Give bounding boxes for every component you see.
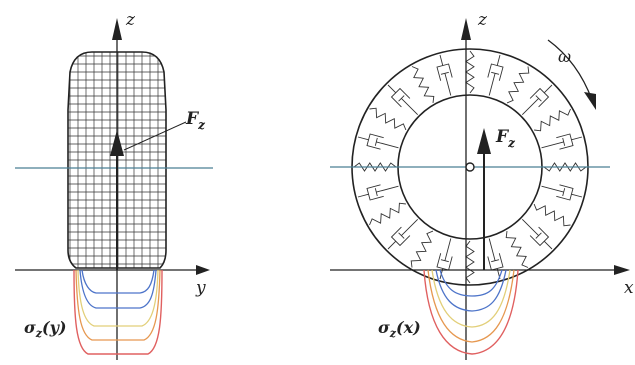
right-force-arrow-icon — [477, 128, 491, 154]
spring-element-icon — [506, 66, 530, 104]
spring-element-icon — [505, 231, 529, 268]
right-z-axis-arrow-icon — [461, 18, 471, 40]
damper-element-icon — [357, 133, 399, 150]
left-stress-curve-red — [73, 269, 163, 355]
damper-element-icon — [487, 238, 504, 280]
left-force-label: Fz — [185, 109, 206, 132]
wheel-hub-icon — [465, 162, 475, 172]
damper-element-icon — [541, 133, 583, 150]
right-panel: z x ω Fz σz(x) — [330, 10, 634, 360]
left-force-arrow-icon — [110, 130, 124, 156]
damper-element-icon — [521, 218, 553, 250]
left-stress-curve-yellow — [77, 269, 159, 327]
spring-element-icon — [465, 240, 475, 284]
spring-element-icon — [543, 162, 587, 172]
spring-element-icon — [465, 50, 475, 94]
left-y-axis-label: y — [195, 278, 206, 298]
y-axis-arrow-icon — [196, 265, 210, 275]
damper-element-icon — [357, 184, 399, 201]
left-stress-curve-blue — [81, 269, 155, 294]
spring-element-icon — [534, 108, 571, 132]
left-z-axis-arrow-icon — [112, 18, 122, 40]
spring-element-icon — [369, 202, 406, 226]
right-force-label: Fz — [495, 127, 516, 150]
omega-label: ω — [558, 47, 571, 66]
spring-element-icon — [353, 162, 397, 172]
left-z-axis-label: z — [125, 10, 136, 30]
spring-element-icon — [369, 107, 407, 131]
spring-element-icon — [533, 203, 571, 227]
left-stress-label: σz(y) — [24, 318, 66, 340]
damper-element-icon — [521, 84, 553, 116]
right-stress-curve-blue — [439, 269, 503, 297]
damper-element-icon — [541, 184, 583, 201]
damper-element-icon — [487, 54, 504, 96]
damper-element-icon — [387, 218, 419, 250]
rotation-arrow-icon — [584, 92, 596, 110]
right-stress-curve-yellow — [431, 269, 511, 328]
spring-element-icon — [411, 66, 435, 103]
damper-element-icon — [436, 238, 453, 280]
right-z-axis-label: z — [477, 10, 488, 30]
spring-element-icon — [410, 230, 434, 268]
damper-element-icon — [387, 84, 419, 116]
x-axis-arrow-icon — [614, 265, 630, 275]
tire-section-outline — [67, 51, 167, 269]
left-stress-curve-blue-2 — [79, 269, 157, 309]
left-panel: z y Fz σz(y) — [15, 10, 213, 360]
left-stress-curve-orange — [75, 269, 161, 341]
damper-element-icon — [436, 54, 453, 96]
left-force-leader — [123, 121, 187, 151]
right-x-axis-label: x — [624, 278, 634, 298]
right-stress-curve-red — [423, 269, 519, 355]
right-stress-label: σz(x) — [378, 318, 421, 340]
right-stress-curve-blue-2 — [435, 269, 507, 312]
right-stress-curve-orange — [427, 269, 515, 343]
spring-damper-elements — [353, 50, 587, 284]
